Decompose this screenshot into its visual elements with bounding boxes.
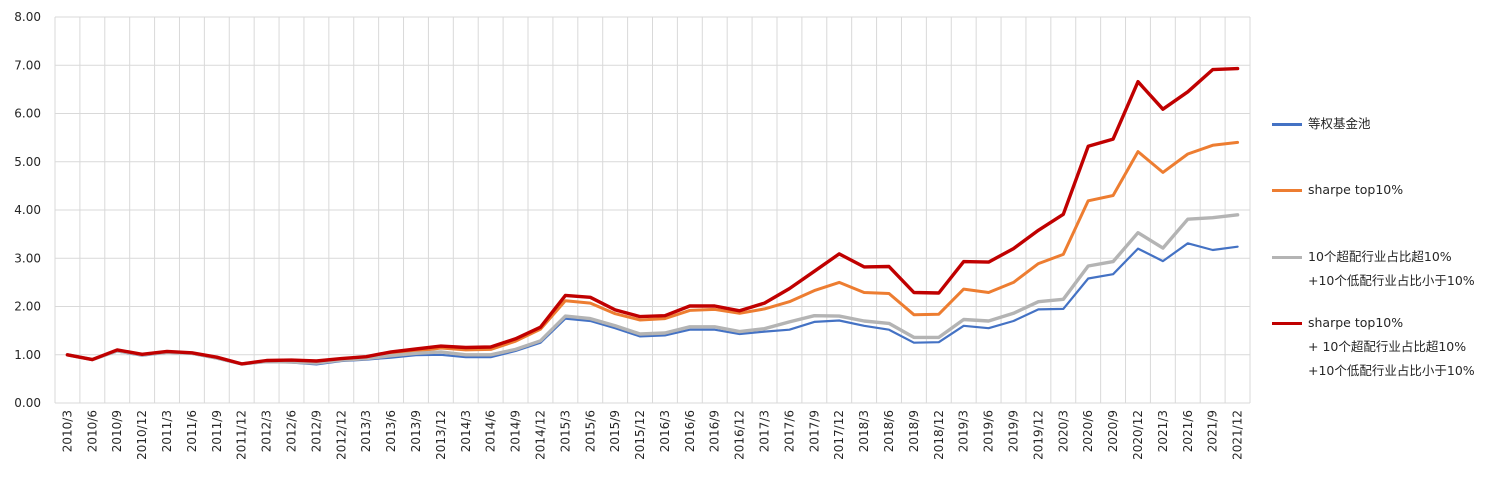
y-axis-ticks: 0.00 1.00 2.00 3.00 4.00 5.00 6.00 7.00 8.00 xyxy=(14,10,41,410)
x-tick-label: 2015/9 xyxy=(608,410,622,452)
legend-item-equal-weight: 等权基金池 xyxy=(1272,115,1371,136)
x-tick-label: 2019/6 xyxy=(982,410,996,452)
x-tick-label: 2020/3 xyxy=(1056,410,1070,452)
y-tick-label: 7.00 xyxy=(14,58,41,72)
x-tick-label: 2012/3 xyxy=(260,410,274,452)
x-tick-label: 2018/12 xyxy=(932,410,946,460)
x-tick-label: 2018/3 xyxy=(857,410,871,452)
x-axis-ticks: 2010/3 2010/6 2010/9 2010/12 2011/3 2011/6 201… xyxy=(60,410,1244,460)
legend-item-industry: 10个超配行业占比超10% +10个低配行业占比小于10% xyxy=(1272,248,1475,293)
y-tick-label: 0.00 xyxy=(14,396,41,410)
legend-label-line-2: + 10个超配行业占比超10% xyxy=(1308,339,1467,354)
legend-label-line-2: +10个低配行业占比小于10% xyxy=(1308,273,1475,288)
x-tick-label: 2019/12 xyxy=(1031,410,1045,460)
x-tick-label: 2010/6 xyxy=(85,410,99,452)
legend-swatch xyxy=(1272,322,1302,325)
x-tick-label: 2021/3 xyxy=(1156,410,1170,452)
x-tick-label: 2011/9 xyxy=(210,410,224,452)
x-tick-label: 2016/3 xyxy=(658,410,672,452)
x-tick-label: 2017/12 xyxy=(832,410,846,460)
x-tick-label: 2015/3 xyxy=(558,410,572,452)
x-tick-label: 2014/3 xyxy=(459,410,473,452)
legend-label: sharpe top10% xyxy=(1308,182,1404,197)
x-tick-label: 2019/9 xyxy=(1006,410,1020,452)
legend-item-sharpe: sharpe top10% xyxy=(1272,181,1403,202)
x-tick-label: 2012/12 xyxy=(334,410,348,460)
x-tick-label: 2013/9 xyxy=(409,410,423,452)
y-tick-label: 1.00 xyxy=(14,348,41,362)
legend-label-line-1: 10个超配行业占比超10% xyxy=(1308,249,1452,264)
x-tick-label: 2016/12 xyxy=(733,410,747,460)
x-tick-label: 2017/9 xyxy=(807,410,821,452)
x-tick-label: 2013/3 xyxy=(359,410,373,452)
x-tick-label: 2014/6 xyxy=(484,410,498,452)
x-tick-label: 2020/12 xyxy=(1131,410,1145,460)
x-tick-label: 2011/3 xyxy=(160,410,174,452)
x-tick-label: 2010/9 xyxy=(110,410,124,452)
x-tick-label: 2014/9 xyxy=(509,410,523,452)
x-tick-label: 2021/9 xyxy=(1206,410,1220,452)
x-tick-label: 2020/9 xyxy=(1106,410,1120,452)
y-tick-label: 6.00 xyxy=(14,107,41,121)
y-tick-label: 2.00 xyxy=(14,300,41,314)
x-tick-label: 2017/6 xyxy=(782,410,796,452)
series-lines xyxy=(65,66,1240,366)
legend-item-combined: sharpe top10% + 10个超配行业占比超10% +10个低配行业占比… xyxy=(1272,314,1475,383)
x-tick-label: 2013/6 xyxy=(384,410,398,452)
x-tick-label: 2021/12 xyxy=(1231,410,1245,460)
legend-label: 等权基金池 xyxy=(1308,116,1371,131)
x-tick-label: 2018/9 xyxy=(907,410,921,452)
x-tick-label: 2012/9 xyxy=(309,410,323,452)
x-tick-label: 2011/12 xyxy=(235,410,249,460)
x-tick-label: 2013/12 xyxy=(434,410,448,460)
legend-swatch xyxy=(1272,256,1302,259)
x-tick-label: 2016/9 xyxy=(708,410,722,452)
x-tick-label: 2010/3 xyxy=(60,410,74,452)
y-tick-label: 3.00 xyxy=(14,251,41,265)
y-tick-label: 8.00 xyxy=(14,10,41,24)
line-chart: 0.00 1.00 2.00 3.00 4.00 5.00 6.00 7.00 8.00 201… xyxy=(14,10,1251,460)
x-tick-label: 2019/3 xyxy=(957,410,971,452)
x-tick-label: 2015/6 xyxy=(583,410,597,452)
grid-lines xyxy=(54,16,1251,404)
legend-swatch xyxy=(1272,123,1302,126)
x-tick-label: 2012/6 xyxy=(285,410,299,452)
y-tick-label: 4.00 xyxy=(14,203,41,217)
x-tick-label: 2011/6 xyxy=(185,410,199,452)
series-line-3 xyxy=(65,66,1240,366)
legend-label-line-1: sharpe top10% xyxy=(1308,315,1404,330)
x-tick-label: 2018/6 xyxy=(882,410,896,452)
x-tick-label: 2014/12 xyxy=(533,410,547,460)
legend-label-line-3: +10个低配行业占比小于10% xyxy=(1308,363,1475,378)
x-tick-label: 2021/6 xyxy=(1181,410,1195,452)
x-tick-label: 2015/12 xyxy=(633,410,647,460)
x-tick-label: 2010/12 xyxy=(135,410,149,460)
y-tick-label: 5.00 xyxy=(14,155,41,169)
x-tick-label: 2020/6 xyxy=(1081,410,1095,452)
legend-swatch xyxy=(1272,189,1302,192)
x-tick-label: 2017/3 xyxy=(758,410,772,452)
x-tick-label: 2016/6 xyxy=(683,410,697,452)
